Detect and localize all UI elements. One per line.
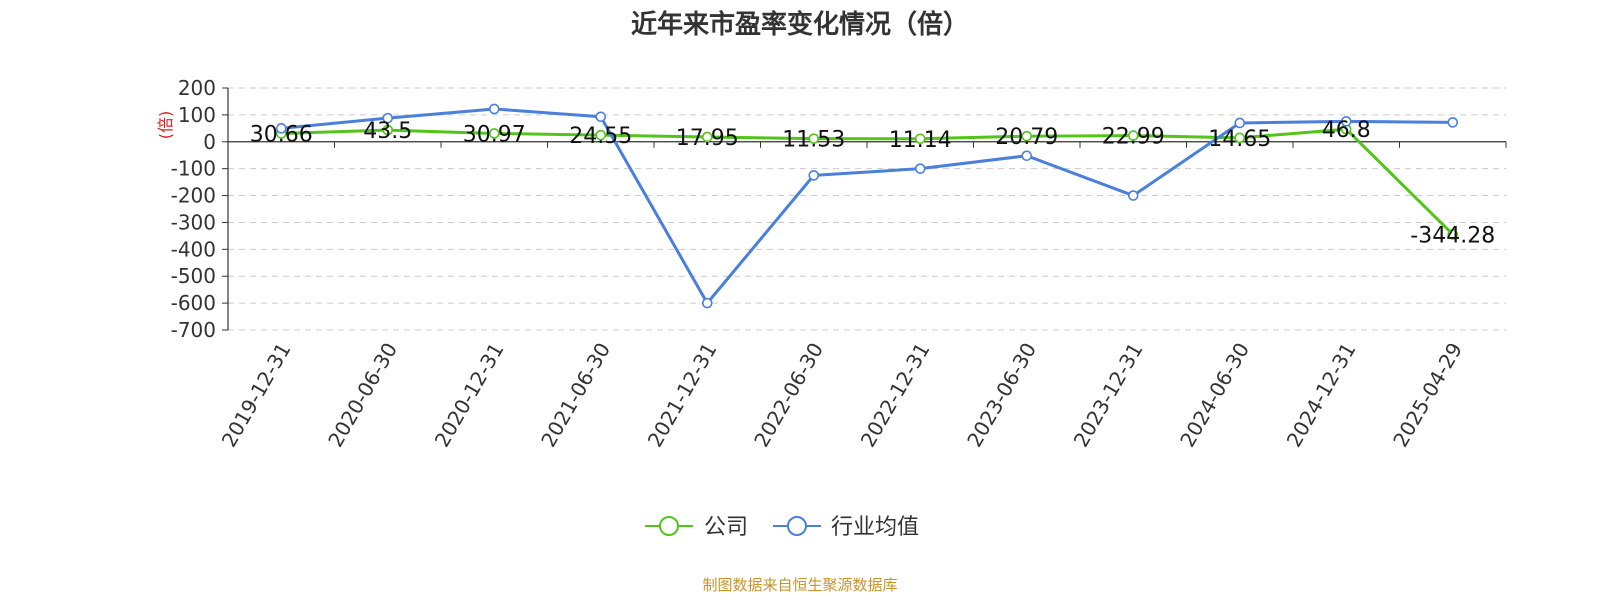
- y-tick-label: -500: [171, 264, 216, 288]
- x-tick-label: 2023-06-30: [962, 339, 1041, 452]
- legend[interactable]: 公司 行业均值: [645, 515, 919, 540]
- y-tick-label: 0: [203, 130, 216, 154]
- x-tick-label: 2020-06-30: [323, 339, 402, 452]
- data-point: [808, 170, 820, 181]
- data-label: 17.95: [676, 126, 739, 151]
- data-label: 14.65: [1208, 127, 1271, 152]
- data-point: [488, 128, 500, 139]
- x-tick-label: 2022-06-30: [749, 339, 828, 452]
- y-tick-label: -700: [171, 318, 216, 342]
- x-axis: 2019-12-31 2020-06-30 2020-12-31 2021-06-30…: [217, 141, 1507, 452]
- data-point: [914, 133, 926, 145]
- data-point: [701, 131, 713, 143]
- y-axis-label: (倍): [156, 111, 175, 140]
- data-point: [1447, 229, 1459, 240]
- data-point: [595, 129, 607, 141]
- x-tick-label: 2024-06-30: [1175, 339, 1254, 452]
- legend-item-0[interactable]: 公司: [645, 515, 748, 540]
- data-label: 30.66: [250, 123, 313, 148]
- data-label: -344.28: [1410, 223, 1495, 248]
- x-tick-label: 2023-12-31: [1069, 339, 1148, 452]
- x-tick-label: 2020-12-31: [430, 339, 509, 452]
- data-point: [1234, 132, 1246, 144]
- data-label: 11.14: [889, 128, 952, 153]
- data-labels: 30.66 43.5 30.97 24.55 17.95 11.53 11.14 20.79 2…: [250, 118, 1495, 248]
- data-label: 24.55: [569, 124, 632, 149]
- data-point: [914, 163, 926, 174]
- data-point: [1127, 190, 1139, 201]
- data-point: [1447, 117, 1459, 128]
- legend-label: 行业均值: [831, 515, 919, 540]
- data-point: [701, 297, 713, 309]
- x-tick-label: 2024-12-31: [1282, 339, 1361, 452]
- data-point: [275, 123, 287, 134]
- chart-title: 近年来市盈率变化情况（倍）: [631, 9, 969, 40]
- data-point: [382, 124, 394, 136]
- series-line-1: [281, 107, 1453, 305]
- data-source-note: 制图数据来自恒生聚源数据库: [702, 576, 897, 594]
- y-axis: 200 100 0 -100 -200-300 -400 -500 -600 -700: [171, 76, 229, 342]
- x-tick-label: 2022-12-31: [856, 339, 935, 452]
- x-tick-label: 2019-12-31: [217, 339, 296, 452]
- data-point: [1021, 130, 1033, 142]
- y-tick-label: -400: [171, 237, 216, 261]
- data-label: 11.53: [782, 128, 845, 153]
- data-label: 46.8: [1322, 118, 1371, 143]
- legend-item-1[interactable]: 行业均值: [773, 515, 919, 540]
- data-point: [488, 103, 500, 115]
- data-point: [1234, 117, 1246, 129]
- data-label: 20.79: [995, 125, 1058, 150]
- x-tick-label: 2025-04-29: [1388, 339, 1467, 452]
- y-tick-label: 100: [178, 103, 216, 127]
- y-tick-label: 200: [178, 76, 216, 100]
- y-tick-label: -300: [171, 210, 216, 234]
- y-tick-label: -100: [171, 157, 216, 181]
- y-tick-label: -200: [171, 184, 216, 208]
- data-label: 22.99: [1102, 125, 1165, 150]
- grid-lines: [228, 87, 1506, 331]
- legend-marker: [787, 516, 807, 536]
- data-label: 30.97: [463, 122, 526, 147]
- data-point: [1340, 116, 1352, 127]
- x-tick-label: 2021-12-31: [643, 339, 722, 452]
- y-tick-label: -600: [171, 291, 216, 315]
- data-point: [595, 111, 607, 123]
- data-point: [382, 112, 394, 124]
- series-lines: [275, 103, 1459, 309]
- legend-marker: [659, 516, 679, 536]
- data-point: [808, 133, 820, 144]
- legend-label: 公司: [704, 515, 748, 540]
- data-point: [1127, 130, 1139, 141]
- data-label: 43.5: [363, 119, 412, 144]
- data-point: [1021, 150, 1033, 162]
- x-tick-label: 2021-06-30: [536, 339, 615, 452]
- series-line-0: [281, 127, 1454, 236]
